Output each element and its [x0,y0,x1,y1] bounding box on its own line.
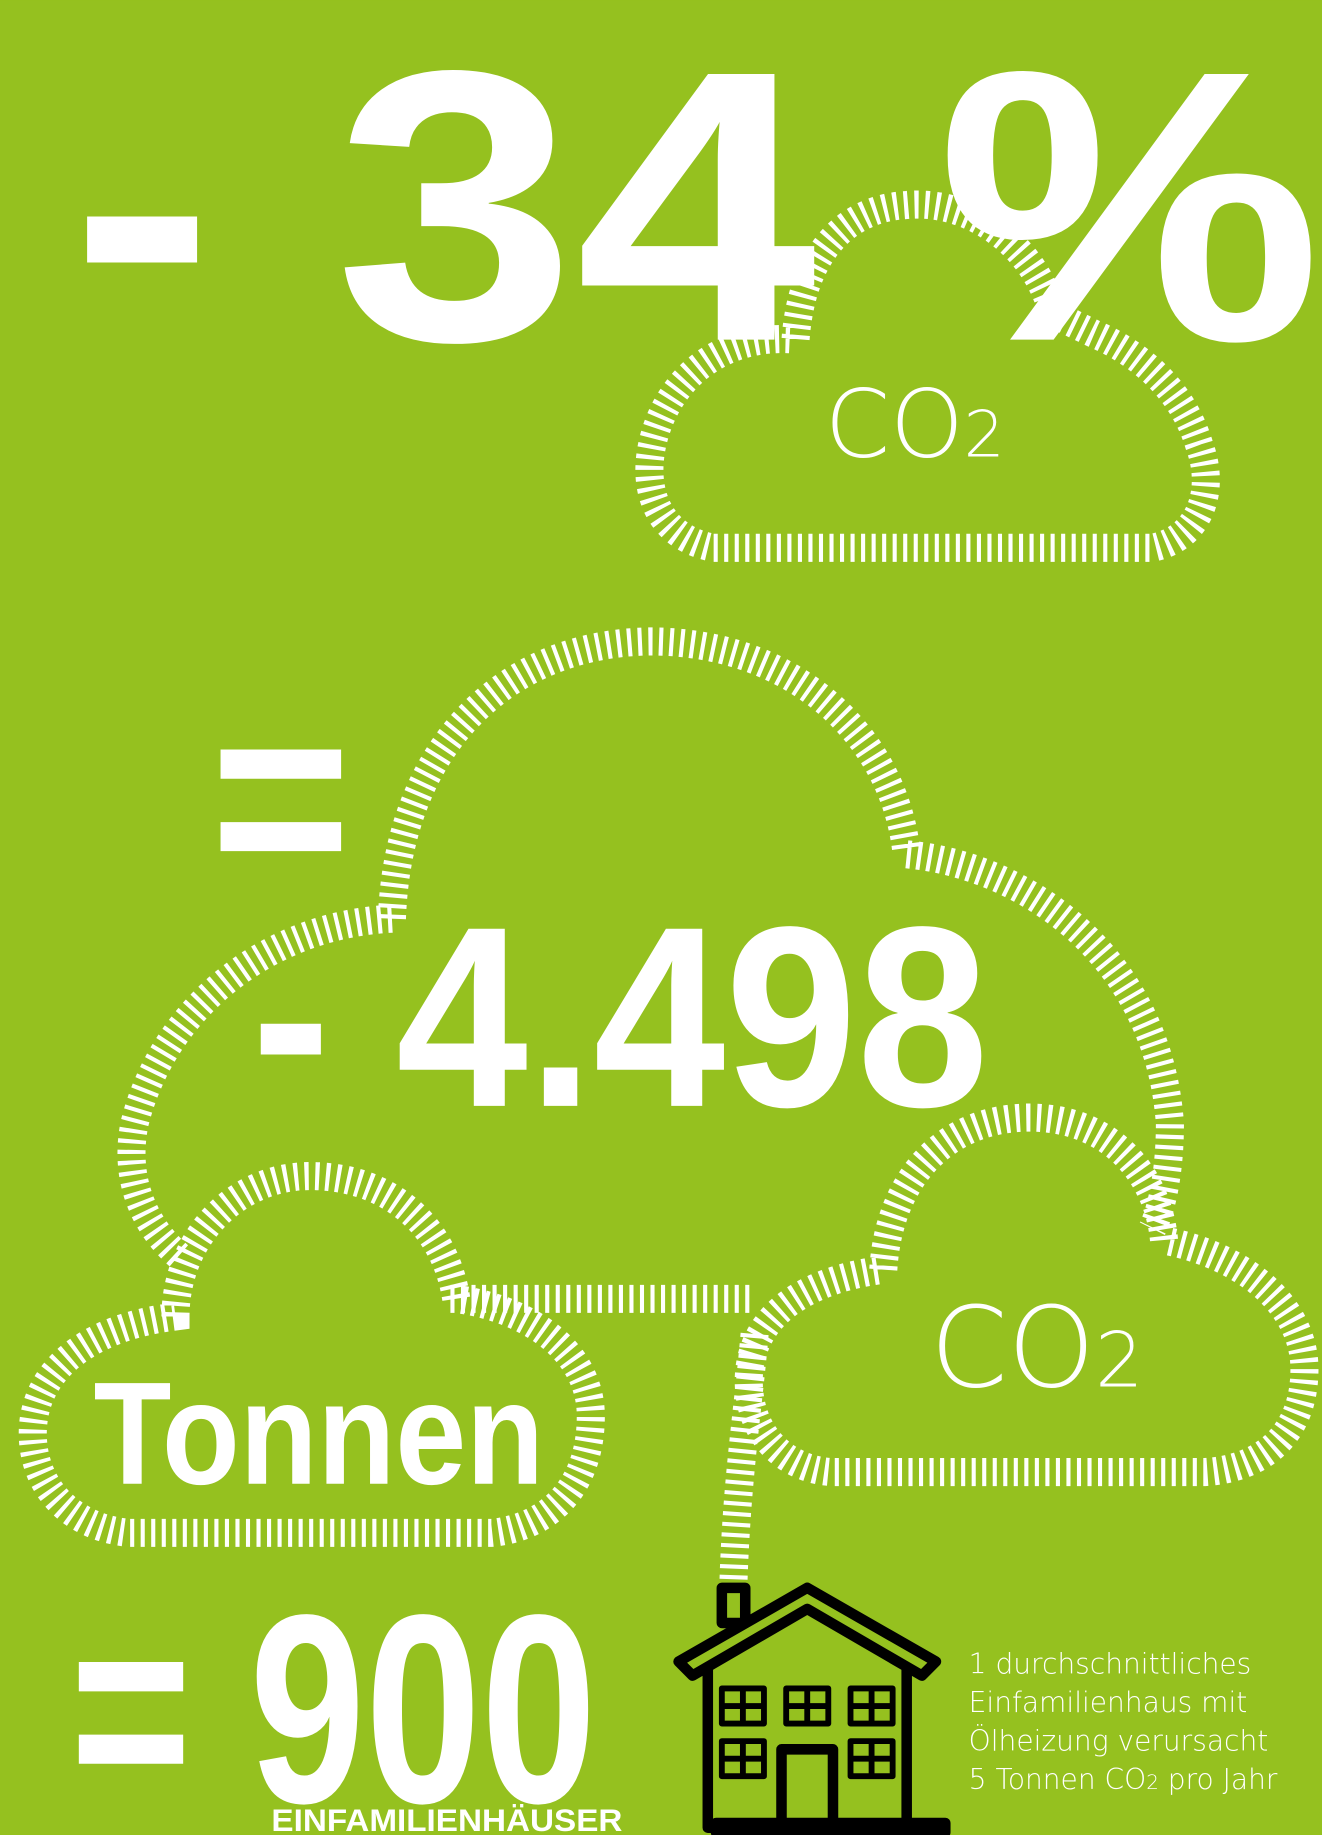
headline: - 34 % [70,0,1322,422]
result-number: = 900 [70,1559,596,1835]
note-line: 5 Tonnen CO2 pro Jahr [969,1763,1278,1796]
co2-main: CO [930,1285,1095,1414]
amount: - 4.498 [252,873,989,1161]
unit: Tonnen [94,1352,544,1515]
equals-sign: = [211,646,351,947]
cloud-large-left [117,904,393,1269]
co2-main: CO [825,371,964,480]
co2-sub: 2 [1095,1316,1143,1405]
co2-label: CO2 [930,1285,1143,1414]
note-text: 5 Tonnen CO [969,1763,1147,1796]
note-text: pro Jahr [1159,1763,1278,1796]
note-line: 1 durchschnittliches [969,1647,1252,1680]
cloud-top [635,190,1220,562]
co2-label: CO2 [825,371,1005,480]
co2-sub: 2 [964,398,1005,473]
cloud-large [377,627,1184,1235]
result-caption: EINFAMILIENHÄUSER [271,1802,622,1835]
note-line: Ölheizung verursacht [969,1723,1269,1757]
note: 1 durchschnittliches Einfamilienhaus mit… [969,1647,1278,1796]
house-icon [673,1582,951,1835]
note-line: Einfamilienhaus mit [969,1686,1248,1719]
note-sub: 2 [1146,1771,1159,1794]
